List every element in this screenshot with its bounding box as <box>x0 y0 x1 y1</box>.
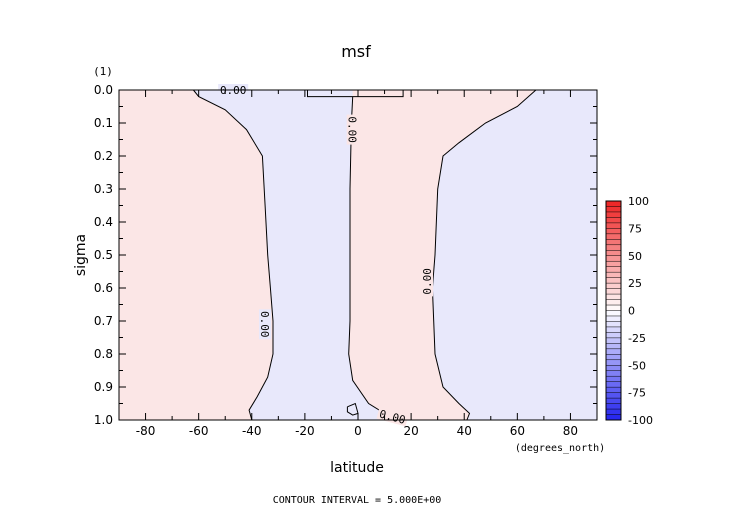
contour-label-bg <box>376 407 409 427</box>
colorbar-tick-label: 0 <box>628 305 635 318</box>
colorbar-swatch <box>606 343 621 350</box>
x-tick-label: 40 <box>457 424 472 438</box>
colorbar-swatch <box>606 354 621 361</box>
colorbar-swatch <box>606 381 621 388</box>
chart-title: msf <box>341 42 371 61</box>
x-tick-label: -80 <box>136 424 156 438</box>
colorbar-swatch <box>606 398 621 404</box>
y-axis: 0.0 0.1 0.2 0.3 0.4 0.5 0.6 0.7 0.8 0.9 1.0 <box>94 83 597 427</box>
colorbar-swatch <box>606 288 621 295</box>
colorbar-tick-label: 75 <box>628 222 642 235</box>
y-tick-label: 0.7 <box>94 314 113 328</box>
y-tick-label: 0.1 <box>94 116 113 130</box>
x-units-label: (degrees_north) <box>515 443 605 454</box>
y-tick-label: 0.8 <box>94 347 113 361</box>
colorbar-swatch <box>606 239 621 246</box>
y-tick-label: 0.9 <box>94 380 113 394</box>
colorbar-swatch <box>606 206 621 213</box>
colorbar-tick-label: -100 <box>628 414 653 427</box>
colorbar: 100 75 50 25 0 -25 -50 -75 -100 <box>605 195 653 427</box>
contour-nh-boundary <box>431 89 537 421</box>
contour-interval-footer: CONTOUR INTERVAL = 5.000E+00 <box>273 495 442 506</box>
contour-surface-blob <box>346 402 359 416</box>
colorbar-swatch <box>606 370 621 377</box>
colorbar-swatch <box>606 403 621 410</box>
contour-label-bg <box>346 114 359 145</box>
colorbar-swatch <box>606 228 621 235</box>
colorbar-swatch <box>606 250 621 257</box>
contour-top-box <box>307 90 404 98</box>
sh-tropics-negative-region <box>193 90 406 420</box>
colorbar-swatch <box>606 326 621 333</box>
colorbar-swatch <box>606 365 621 372</box>
colorbar-swatch <box>606 255 621 262</box>
contour-equatorial <box>348 96 406 421</box>
colorbar-swatch <box>606 244 621 251</box>
contour-label-sh-boundary: 0.00 <box>258 311 271 338</box>
colorbar-swatch <box>606 211 621 218</box>
contour-label-bg <box>259 309 272 340</box>
colorbar-swatch <box>606 321 621 328</box>
x-axis-label: latitude <box>330 460 384 476</box>
colorbar-swatch <box>606 392 621 399</box>
colorbar-swatch <box>606 315 621 322</box>
contour-label-nh-boundary: 0.00 <box>421 268 434 295</box>
colorbar-swatch <box>606 310 621 317</box>
colorbar-swatch <box>606 376 621 382</box>
colorbar-swatch <box>606 261 621 267</box>
nh-extratropics-negative-region <box>432 90 597 420</box>
y-axis-label: sigma <box>73 234 89 276</box>
x-tick-label: -60 <box>189 424 209 438</box>
colorbar-swatch <box>606 222 621 229</box>
colorbar-swatch <box>606 299 621 306</box>
x-tick-label: 60 <box>510 424 525 438</box>
y-tick-label: 1.0 <box>94 413 113 427</box>
contour-label-bg <box>421 266 434 297</box>
colorbar-swatch <box>606 332 621 339</box>
colorbar-tick-label: -25 <box>628 332 646 345</box>
x-axis: -80 -60 -40 -20 0 20 40 60 80 <box>118 90 598 438</box>
colorbar-swatch <box>606 272 621 278</box>
colorbar-swatch <box>606 294 621 300</box>
units-label: (1) <box>93 65 113 78</box>
colorbar-tick-label: 100 <box>628 195 649 208</box>
colorbar-swatch <box>606 387 621 393</box>
colorbar-swatch <box>606 201 621 207</box>
colorbar-swatch <box>606 348 621 355</box>
y-tick-label: 0.4 <box>94 215 113 229</box>
colorbar-frame <box>605 200 622 421</box>
colorbar-tick-label: 25 <box>628 277 642 290</box>
y-tick-label: 0.0 <box>94 83 113 97</box>
contour-lines <box>193 89 537 421</box>
colorbar-swatch <box>606 337 621 344</box>
colorbar-tick-label: 50 <box>628 250 642 263</box>
x-tick-label: -40 <box>242 424 262 438</box>
colorbar-tick-label: -75 <box>628 387 646 400</box>
colorbar-swatch <box>606 266 621 273</box>
x-tick-label: 0 <box>354 424 362 438</box>
colorbar-tick-label: -50 <box>628 359 646 372</box>
x-tick-label: -20 <box>295 424 315 438</box>
colorbar-swatch <box>606 277 621 284</box>
contour-sh-boundary <box>193 89 274 421</box>
x-tick-label: 20 <box>403 424 418 438</box>
y-tick-label: 0.3 <box>94 182 113 196</box>
colorbar-swatch <box>606 305 621 311</box>
contour-label-equatorial: 0.00 <box>346 116 359 143</box>
x-tick-label: 80 <box>563 424 578 438</box>
colorbar-swatch <box>606 414 621 421</box>
colorbar-swatch <box>606 233 621 240</box>
colorbar-swatch <box>606 359 621 366</box>
y-tick-label: 0.5 <box>94 248 113 262</box>
y-tick-label: 0.2 <box>94 149 113 163</box>
plot-fills <box>119 90 597 420</box>
colorbar-swatch <box>606 409 621 415</box>
y-tick-label: 0.6 <box>94 281 113 295</box>
colorbar-swatch <box>606 283 621 289</box>
colorbar-swatch <box>606 217 621 224</box>
